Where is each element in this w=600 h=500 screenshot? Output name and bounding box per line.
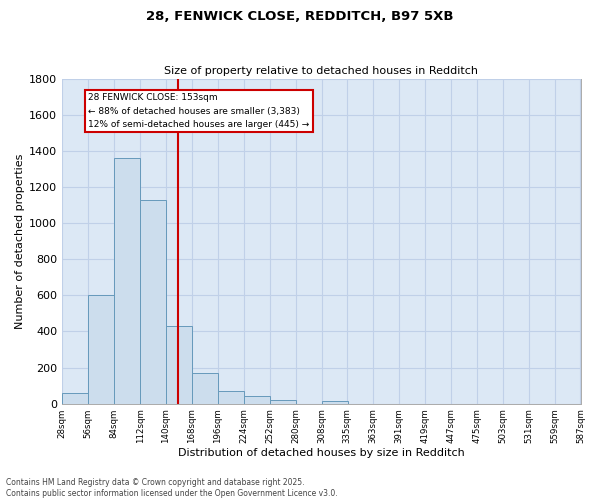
Text: 28, FENWICK CLOSE, REDDITCH, B97 5XB: 28, FENWICK CLOSE, REDDITCH, B97 5XB bbox=[146, 10, 454, 23]
Bar bbox=[140, 200, 166, 404]
X-axis label: Distribution of detached houses by size in Redditch: Distribution of detached houses by size … bbox=[178, 448, 465, 458]
Bar bbox=[62, 393, 88, 404]
Bar bbox=[270, 400, 296, 404]
Text: Contains HM Land Registry data © Crown copyright and database right 2025.
Contai: Contains HM Land Registry data © Crown c… bbox=[6, 478, 338, 498]
Text: 28 FENWICK CLOSE: 153sqm
← 88% of detached houses are smaller (3,383)
12% of sem: 28 FENWICK CLOSE: 153sqm ← 88% of detach… bbox=[88, 94, 310, 129]
Title: Size of property relative to detached houses in Redditch: Size of property relative to detached ho… bbox=[164, 66, 478, 76]
Y-axis label: Number of detached properties: Number of detached properties bbox=[15, 154, 25, 329]
Bar bbox=[322, 401, 348, 404]
Bar bbox=[114, 158, 140, 404]
Bar bbox=[166, 326, 192, 404]
Bar bbox=[88, 296, 114, 404]
Bar bbox=[244, 396, 270, 404]
Bar bbox=[218, 391, 244, 404]
Bar bbox=[192, 373, 218, 404]
